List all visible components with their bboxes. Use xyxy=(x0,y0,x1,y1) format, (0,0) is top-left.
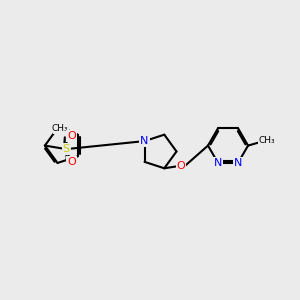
Text: N: N xyxy=(234,158,242,168)
Text: O: O xyxy=(67,131,76,141)
Text: CH₃: CH₃ xyxy=(52,124,69,133)
Text: O: O xyxy=(177,161,185,171)
Text: S: S xyxy=(62,144,70,154)
Text: O: O xyxy=(67,158,76,167)
Text: CH₃: CH₃ xyxy=(259,136,275,146)
Text: N: N xyxy=(214,158,222,168)
Text: S: S xyxy=(54,123,61,133)
Text: N: N xyxy=(140,136,149,146)
